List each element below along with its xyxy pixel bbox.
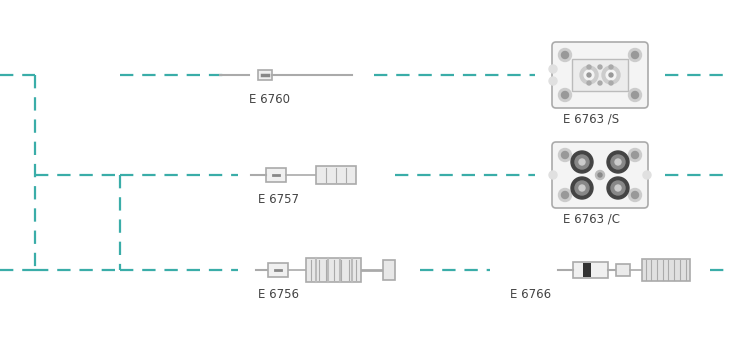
Circle shape xyxy=(561,51,569,58)
Text: E 6757: E 6757 xyxy=(258,193,299,206)
Circle shape xyxy=(587,65,591,69)
FancyBboxPatch shape xyxy=(552,142,648,208)
Circle shape xyxy=(561,152,569,158)
Circle shape xyxy=(615,159,621,165)
Circle shape xyxy=(558,149,572,162)
Text: E 6763 /C: E 6763 /C xyxy=(563,213,620,226)
Circle shape xyxy=(631,152,639,158)
Circle shape xyxy=(609,81,613,85)
Circle shape xyxy=(549,65,557,73)
Text: E 6763 /S: E 6763 /S xyxy=(563,113,619,126)
Circle shape xyxy=(587,73,591,77)
Circle shape xyxy=(558,88,572,102)
Circle shape xyxy=(598,65,602,69)
Circle shape xyxy=(629,149,642,162)
Circle shape xyxy=(598,81,602,85)
Circle shape xyxy=(579,185,585,191)
Bar xyxy=(615,264,629,276)
Circle shape xyxy=(587,81,591,85)
Circle shape xyxy=(629,49,642,62)
Circle shape xyxy=(631,51,639,58)
Circle shape xyxy=(571,151,593,173)
Circle shape xyxy=(629,188,642,202)
Circle shape xyxy=(615,185,621,191)
Bar xyxy=(572,59,628,91)
Circle shape xyxy=(607,177,629,199)
Circle shape xyxy=(602,66,620,84)
Circle shape xyxy=(558,49,572,62)
Circle shape xyxy=(629,88,642,102)
Bar xyxy=(383,260,395,280)
Circle shape xyxy=(607,151,629,173)
Circle shape xyxy=(580,66,598,84)
Circle shape xyxy=(561,191,569,199)
Circle shape xyxy=(561,91,569,99)
Bar xyxy=(642,259,690,281)
Circle shape xyxy=(631,91,639,99)
Circle shape xyxy=(611,155,625,169)
Circle shape xyxy=(575,155,589,169)
FancyBboxPatch shape xyxy=(552,42,648,108)
Text: E 6766: E 6766 xyxy=(510,288,551,301)
Bar xyxy=(306,258,361,282)
Circle shape xyxy=(609,73,613,77)
Circle shape xyxy=(579,159,585,165)
Circle shape xyxy=(584,70,594,80)
Bar xyxy=(266,168,286,182)
Bar xyxy=(268,263,288,277)
Circle shape xyxy=(549,77,557,85)
Circle shape xyxy=(549,171,557,179)
Circle shape xyxy=(596,170,604,180)
Circle shape xyxy=(558,188,572,202)
Bar xyxy=(572,262,607,278)
Circle shape xyxy=(631,191,639,199)
Circle shape xyxy=(606,70,616,80)
Circle shape xyxy=(571,177,593,199)
Circle shape xyxy=(598,173,602,177)
Circle shape xyxy=(643,171,651,179)
Bar xyxy=(258,70,272,80)
Circle shape xyxy=(609,65,613,69)
Bar xyxy=(316,166,356,184)
Text: E 6756: E 6756 xyxy=(258,288,299,301)
Bar xyxy=(583,263,591,277)
Text: E 6760: E 6760 xyxy=(249,93,290,106)
Circle shape xyxy=(575,181,589,195)
Circle shape xyxy=(611,181,625,195)
